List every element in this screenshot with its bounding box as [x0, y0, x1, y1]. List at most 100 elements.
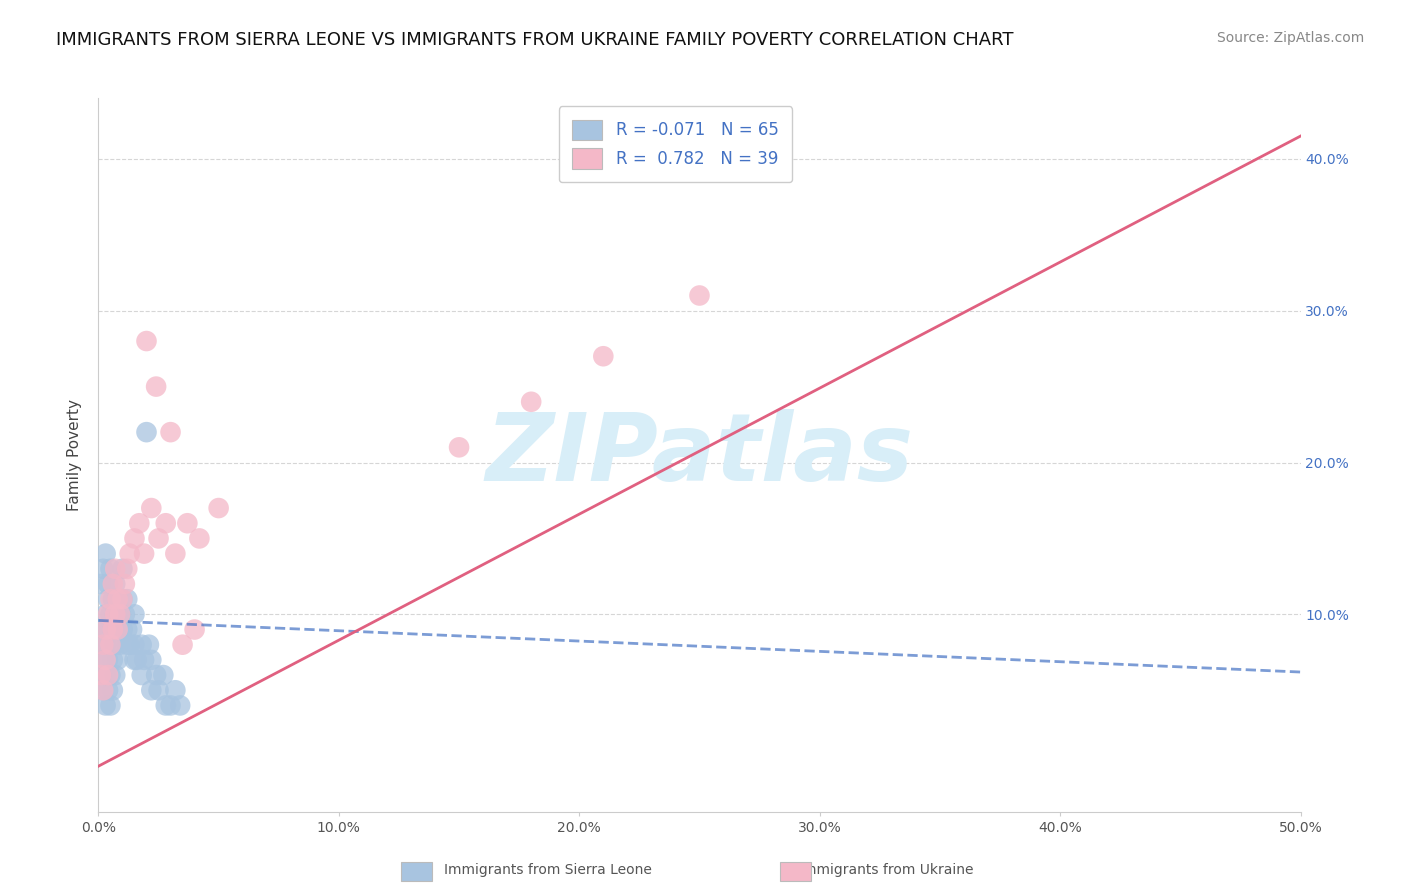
- Point: [104, 668, 127, 682]
- Point: [90, 668, 112, 682]
- Point: [159, 698, 181, 713]
- Point: [108, 607, 131, 622]
- Point: [208, 501, 231, 516]
- Point: [148, 683, 170, 698]
- Point: [107, 623, 129, 637]
- Point: [97, 653, 120, 667]
- Point: [94, 653, 117, 667]
- Point: [94, 547, 117, 561]
- Point: [91, 623, 114, 637]
- Point: [188, 532, 211, 546]
- Point: [447, 440, 470, 454]
- Point: [128, 516, 150, 531]
- Point: [117, 562, 139, 576]
- Point: [101, 653, 124, 667]
- Point: [104, 577, 127, 591]
- Point: [114, 607, 136, 622]
- Point: [111, 623, 134, 637]
- Point: [165, 547, 187, 561]
- Point: [111, 562, 134, 576]
- Point: [135, 425, 157, 439]
- Point: [94, 623, 117, 637]
- Point: [145, 668, 167, 682]
- Point: [108, 607, 131, 622]
- Point: [111, 592, 134, 607]
- Point: [107, 623, 129, 637]
- Point: [592, 349, 614, 363]
- Point: [114, 577, 136, 591]
- Point: [124, 638, 146, 652]
- Point: [101, 623, 124, 637]
- Point: [172, 638, 194, 652]
- Point: [131, 668, 153, 682]
- Point: [131, 638, 153, 652]
- Point: [141, 683, 163, 698]
- Point: [90, 668, 112, 682]
- Point: [132, 653, 155, 667]
- Point: [141, 501, 163, 516]
- Point: [183, 623, 205, 637]
- Point: [159, 425, 181, 439]
- Point: [101, 592, 124, 607]
- Point: [155, 698, 177, 713]
- Point: [100, 562, 122, 576]
- Point: [94, 668, 117, 682]
- Point: [97, 683, 120, 698]
- Point: [145, 379, 167, 393]
- Point: [152, 668, 174, 682]
- Text: IMMIGRANTS FROM SIERRA LEONE VS IMMIGRANTS FROM UKRAINE FAMILY POVERTY CORRELATI: IMMIGRANTS FROM SIERRA LEONE VS IMMIGRAN…: [56, 31, 1014, 49]
- Point: [91, 683, 114, 698]
- Point: [104, 638, 127, 652]
- Point: [138, 638, 160, 652]
- Point: [111, 592, 134, 607]
- Point: [91, 562, 114, 576]
- Point: [689, 288, 711, 302]
- Text: ZIPatlas: ZIPatlas: [485, 409, 914, 501]
- Point: [94, 698, 117, 713]
- Point: [117, 592, 139, 607]
- Point: [124, 607, 146, 622]
- Point: [124, 532, 146, 546]
- Point: [101, 623, 124, 637]
- Text: Source: ZipAtlas.com: Source: ZipAtlas.com: [1216, 31, 1364, 45]
- Point: [97, 592, 120, 607]
- Point: [169, 698, 191, 713]
- Point: [108, 607, 131, 622]
- Point: [121, 623, 143, 637]
- Point: [107, 653, 129, 667]
- Point: [100, 668, 122, 682]
- Point: [91, 683, 114, 698]
- Point: [125, 653, 148, 667]
- Point: [97, 607, 120, 622]
- Legend: R = -0.071   N = 65, R =  0.782   N = 39: R = -0.071 N = 65, R = 0.782 N = 39: [560, 106, 792, 182]
- Point: [135, 334, 157, 348]
- Point: [100, 607, 122, 622]
- Point: [107, 592, 129, 607]
- Point: [100, 698, 122, 713]
- Point: [91, 638, 114, 652]
- Point: [101, 683, 124, 698]
- Point: [107, 592, 129, 607]
- Point: [97, 668, 120, 682]
- Point: [97, 577, 120, 591]
- Point: [176, 516, 198, 531]
- Point: [148, 532, 170, 546]
- Point: [101, 577, 124, 591]
- Point: [90, 638, 112, 652]
- Point: [100, 592, 122, 607]
- Point: [118, 638, 141, 652]
- Point: [520, 394, 543, 409]
- Text: Immigrants from Ukraine: Immigrants from Ukraine: [799, 863, 973, 877]
- Point: [165, 683, 187, 698]
- Point: [94, 607, 117, 622]
- Point: [155, 516, 177, 531]
- Point: [91, 653, 114, 667]
- Point: [104, 607, 127, 622]
- Point: [108, 638, 131, 652]
- Point: [90, 577, 112, 591]
- Point: [97, 623, 120, 637]
- Point: [104, 562, 127, 576]
- Point: [100, 638, 122, 652]
- Point: [117, 623, 139, 637]
- Point: [111, 623, 134, 637]
